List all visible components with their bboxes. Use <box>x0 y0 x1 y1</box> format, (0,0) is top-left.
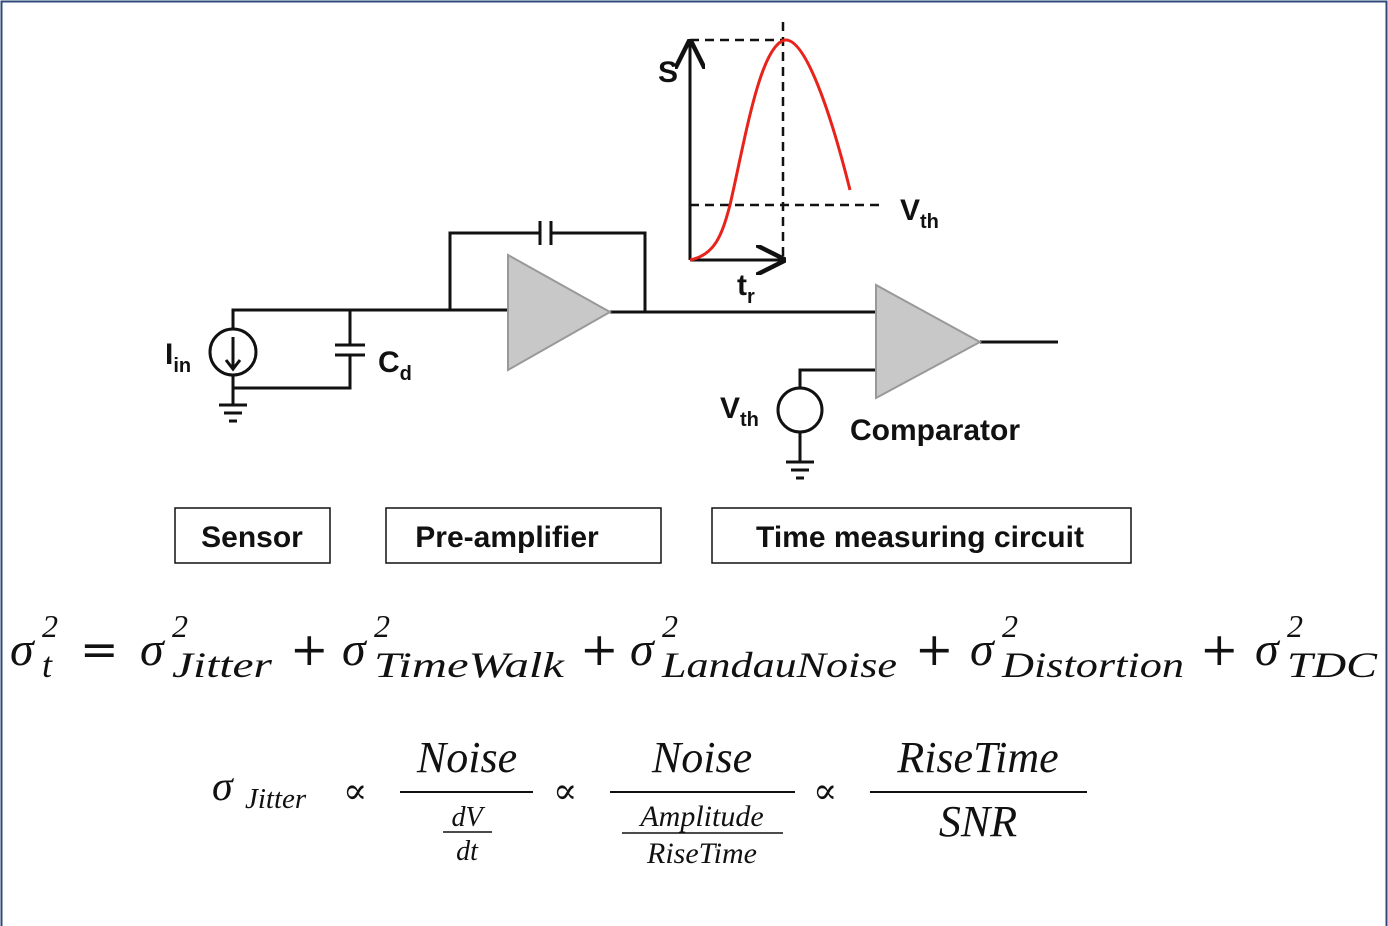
block-label: Pre-amplifier <box>415 521 599 554</box>
numerator: Noise <box>416 733 517 782</box>
block-box <box>711 507 1132 564</box>
comparator-label: Comparator <box>850 414 1020 447</box>
square: 2 <box>1287 608 1303 644</box>
block-box <box>385 507 662 564</box>
operator: ∝ <box>553 771 577 812</box>
subscript: LandauNoise <box>661 645 897 685</box>
subscript: Jitter <box>172 645 273 685</box>
subscript: TDC <box>1287 645 1378 685</box>
square: 2 <box>172 608 188 644</box>
square: 2 <box>42 608 58 644</box>
block-label: Sensor <box>201 521 303 554</box>
preamp <box>507 253 613 372</box>
numerator: RiseTime <box>896 733 1058 782</box>
denominator: SNR <box>939 797 1017 846</box>
block-label: Time measuring circuit <box>756 521 1084 554</box>
numerator: Amplitude <box>638 800 763 833</box>
equation-2: σ Jitter ∝ ∝ ∝ Noise dV dt Noise Amplitu… <box>212 733 1087 870</box>
square: 2 <box>374 608 390 644</box>
equals: = <box>80 622 119 676</box>
denominator: RiseTime <box>646 837 757 870</box>
sigma: σ <box>140 623 166 676</box>
numerator: dV <box>451 802 485 833</box>
plus: + <box>1200 622 1239 676</box>
subscript: t <box>42 645 53 685</box>
sigma: σ <box>1255 623 1281 676</box>
capacitance-label: Cd <box>378 346 412 385</box>
sigma: σ <box>10 623 36 676</box>
circuit <box>208 221 1058 480</box>
plus: + <box>290 622 329 676</box>
rise-time-label: tr <box>737 269 755 308</box>
subscript: Distortion <box>1001 645 1184 685</box>
denominator: dt <box>456 836 479 867</box>
operator: ∝ <box>343 771 367 812</box>
numerator: Noise <box>651 733 752 782</box>
threshold-source-label: Vth <box>720 392 759 431</box>
sigma: σ <box>342 623 368 676</box>
subscript: Jitter <box>245 783 307 815</box>
plus: + <box>580 622 619 676</box>
sigma: σ <box>970 623 996 676</box>
comparator <box>875 283 983 400</box>
threshold-label: Vth <box>900 194 939 233</box>
subscript: TimeWalk <box>374 645 565 685</box>
operator: ∝ <box>813 771 837 812</box>
current-label: Iin <box>165 338 191 377</box>
signal-label: S <box>658 56 678 89</box>
square: 2 <box>662 608 678 644</box>
block-box <box>174 507 331 564</box>
sigma: σ <box>212 764 235 810</box>
pulse-plot <box>690 22 885 260</box>
sigma: σ <box>630 623 656 676</box>
plus: + <box>915 622 954 676</box>
square: 2 <box>1002 608 1018 644</box>
